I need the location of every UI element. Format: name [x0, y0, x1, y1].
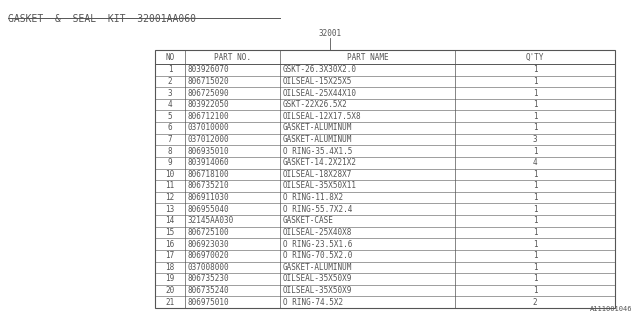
Text: GASKET-ALUMINUM: GASKET-ALUMINUM	[283, 263, 353, 272]
Text: OILSEAL-15X25X5: OILSEAL-15X25X5	[283, 77, 353, 86]
Text: 037008000: 037008000	[188, 263, 230, 272]
Text: 1: 1	[532, 251, 538, 260]
Text: 037012000: 037012000	[188, 135, 230, 144]
Text: Q'TY: Q'TY	[525, 52, 544, 61]
Text: OILSEAL-18X28X7: OILSEAL-18X28X7	[283, 170, 353, 179]
Text: 806725090: 806725090	[188, 89, 230, 98]
Text: NO: NO	[165, 52, 175, 61]
Text: OILSEAL-35X50X9: OILSEAL-35X50X9	[283, 286, 353, 295]
Text: O RING-74.5X2: O RING-74.5X2	[283, 298, 343, 307]
Text: 803914060: 803914060	[188, 158, 230, 167]
Text: PART NO.: PART NO.	[214, 52, 251, 61]
Text: 32001: 32001	[319, 29, 342, 38]
Text: O RING-11.8X2: O RING-11.8X2	[283, 193, 343, 202]
Text: 9: 9	[168, 158, 172, 167]
Text: 3: 3	[532, 135, 538, 144]
Text: 1: 1	[168, 65, 172, 74]
Text: 4: 4	[168, 100, 172, 109]
Text: 1: 1	[532, 275, 538, 284]
Text: 1: 1	[532, 193, 538, 202]
Text: OILSEAL-12X17.5X8: OILSEAL-12X17.5X8	[283, 112, 362, 121]
Text: 20: 20	[165, 286, 175, 295]
Text: 3: 3	[168, 89, 172, 98]
Text: O RING-70.5X2.0: O RING-70.5X2.0	[283, 251, 353, 260]
Text: 1: 1	[532, 240, 538, 249]
Text: 10: 10	[165, 170, 175, 179]
Text: O RING-35.4X1.5: O RING-35.4X1.5	[283, 147, 353, 156]
Text: 16: 16	[165, 240, 175, 249]
Text: 7: 7	[168, 135, 172, 144]
Text: 1: 1	[532, 216, 538, 225]
Text: 806715020: 806715020	[188, 77, 230, 86]
Text: 2: 2	[168, 77, 172, 86]
Text: OILSEAL-35X50X9: OILSEAL-35X50X9	[283, 275, 353, 284]
Text: 6: 6	[168, 124, 172, 132]
Text: OILSEAL-25X44X10: OILSEAL-25X44X10	[283, 89, 357, 98]
Text: 1: 1	[532, 205, 538, 214]
Text: 1: 1	[532, 286, 538, 295]
Text: 1: 1	[532, 112, 538, 121]
Text: 12: 12	[165, 193, 175, 202]
Text: 5: 5	[168, 112, 172, 121]
Text: OILSEAL-25X40X8: OILSEAL-25X40X8	[283, 228, 353, 237]
Text: 803922050: 803922050	[188, 100, 230, 109]
Text: 806735240: 806735240	[188, 286, 230, 295]
Text: 19: 19	[165, 275, 175, 284]
Text: O RING-55.7X2.4: O RING-55.7X2.4	[283, 205, 353, 214]
Text: 803926070: 803926070	[188, 65, 230, 74]
Text: 806955040: 806955040	[188, 205, 230, 214]
Text: 15: 15	[165, 228, 175, 237]
Text: 1: 1	[532, 100, 538, 109]
Text: 1: 1	[532, 124, 538, 132]
Text: 4: 4	[532, 158, 538, 167]
Text: 14: 14	[165, 216, 175, 225]
Text: 8: 8	[168, 147, 172, 156]
Text: 806725100: 806725100	[188, 228, 230, 237]
Text: 806712100: 806712100	[188, 112, 230, 121]
Text: 1: 1	[532, 181, 538, 190]
Text: A111001046: A111001046	[589, 306, 632, 312]
Text: 806718100: 806718100	[188, 170, 230, 179]
Text: PART NAME: PART NAME	[347, 52, 388, 61]
Text: 13: 13	[165, 205, 175, 214]
Text: GSKT-26.3X30X2.0: GSKT-26.3X30X2.0	[283, 65, 357, 74]
Text: 18: 18	[165, 263, 175, 272]
Text: 1: 1	[532, 77, 538, 86]
Text: 806735210: 806735210	[188, 181, 230, 190]
Text: 806911030: 806911030	[188, 193, 230, 202]
Text: 037010000: 037010000	[188, 124, 230, 132]
Text: 1: 1	[532, 228, 538, 237]
Text: GSKT-22X26.5X2: GSKT-22X26.5X2	[283, 100, 348, 109]
Text: 1: 1	[532, 170, 538, 179]
Text: GASKET-ALUMINUM: GASKET-ALUMINUM	[283, 124, 353, 132]
Text: 806923030: 806923030	[188, 240, 230, 249]
Text: 11: 11	[165, 181, 175, 190]
Text: GASKET-14.2X21X2: GASKET-14.2X21X2	[283, 158, 357, 167]
Text: GASKET-CASE: GASKET-CASE	[283, 216, 334, 225]
Text: O RING-23.5X1.6: O RING-23.5X1.6	[283, 240, 353, 249]
Text: GASKET-ALUMINUM: GASKET-ALUMINUM	[283, 135, 353, 144]
Text: 1: 1	[532, 89, 538, 98]
Text: 17: 17	[165, 251, 175, 260]
Text: 806735230: 806735230	[188, 275, 230, 284]
Text: GASKET  &  SEAL  KIT  32001AA060: GASKET & SEAL KIT 32001AA060	[8, 14, 196, 24]
Text: 806975010: 806975010	[188, 298, 230, 307]
Text: 2: 2	[532, 298, 538, 307]
Text: 1: 1	[532, 147, 538, 156]
Text: 806970020: 806970020	[188, 251, 230, 260]
Text: 32145AA030: 32145AA030	[188, 216, 234, 225]
Text: OILSEAL-35X50X11: OILSEAL-35X50X11	[283, 181, 357, 190]
Text: 1: 1	[532, 263, 538, 272]
Text: 806935010: 806935010	[188, 147, 230, 156]
Bar	[155, 50, 615, 308]
Text: 1: 1	[532, 65, 538, 74]
Text: 21: 21	[165, 298, 175, 307]
